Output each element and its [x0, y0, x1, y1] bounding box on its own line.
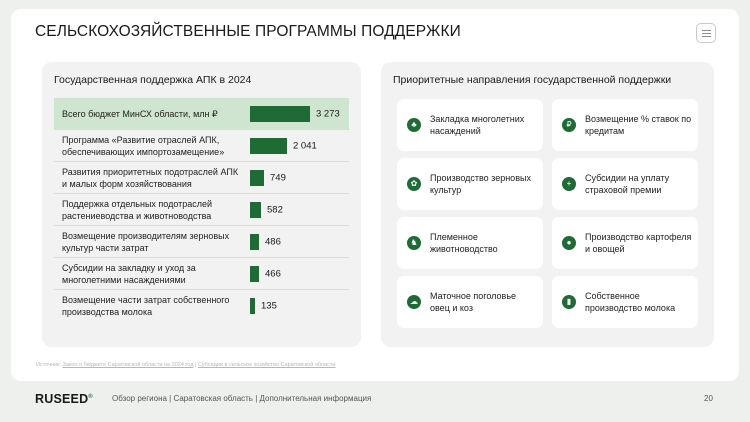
menu-line	[701, 35, 711, 37]
page-number: 20	[704, 394, 713, 403]
logo-mark: ®	[88, 393, 93, 400]
support-row-label: Всего бюджет МинСХ области, млн ₽	[62, 109, 218, 119]
priority-panel-title: Приоритетные направления государственной…	[393, 74, 672, 86]
priority-card[interactable]: + Субсидии на уплату страховой премии	[552, 158, 698, 210]
priority-card-text: Производство зерновых культур	[430, 173, 531, 195]
support-bar	[250, 298, 255, 314]
source-separator: |	[194, 362, 197, 368]
priority-cards: ♣ Закладка многолетних насаждений ₽ Возмеще…	[397, 99, 698, 328]
menu-line	[701, 29, 711, 31]
shield-icon: +	[562, 177, 576, 191]
source-note: Источник: Закон о бюджете Саратовской об…	[36, 362, 335, 368]
priority-card-text: Маточное поголовье овец и коз	[430, 291, 517, 313]
support-row: Программа «Развитие отраслей АПК, обеспе…	[54, 130, 349, 162]
page-title: СЕЛЬСКОХОЗЯЙСТВЕННЫЕ ПРОГРАММЫ ПОДДЕРЖКИ	[35, 23, 461, 40]
ruseed-logo[interactable]: RUSEED®	[35, 392, 93, 406]
support-row: Всего бюджет МинСХ области, млн ₽ 3 273	[54, 98, 349, 130]
support-row: Возмещение производителям зерновых культ…	[54, 226, 349, 258]
support-bar-value: 466	[265, 268, 281, 279]
ruble-icon: ₽	[562, 118, 576, 132]
priority-card[interactable]: ✿ Производство зерновых культур	[397, 158, 543, 210]
footer-breadcrumb: Обзор региона | Саратовская область | До…	[112, 394, 372, 403]
support-row-label: Программа «Развитие отраслей АПК, обеспе…	[62, 134, 225, 157]
support-row-label: Возмещение части затрат собственного про…	[62, 295, 230, 317]
support-bar	[250, 201, 261, 218]
footer: RUSEED® Обзор региона | Саратовская обла…	[0, 381, 750, 422]
support-bar-value: 2 041	[293, 140, 317, 151]
support-row: Поддержка отдельных подотраслей растение…	[54, 194, 349, 226]
support-row: Субсидии на закладку и уход за многолетн…	[54, 258, 349, 290]
milk-icon: ▮	[562, 295, 576, 309]
support-row-label: Развития приоритетных подотраслей АПК и …	[62, 166, 239, 189]
priority-card-text: Субсидии на уплату страховой премии	[585, 173, 670, 195]
support-bar-value: 135	[261, 300, 277, 312]
support-row-label: Возмещение производителям зерновых культ…	[62, 230, 230, 253]
priority-card-text: Возмещение % ставок по кредитам	[585, 114, 692, 136]
priority-card[interactable]: ▮ Собственное производство молока	[552, 276, 698, 328]
support-row-label: Субсидии на закладку и уход за многолетн…	[62, 262, 196, 285]
wheat-icon: ✿	[407, 177, 421, 191]
support-row: Возмещение части затрат собственного про…	[54, 290, 349, 322]
tree-icon: ♣	[407, 118, 421, 132]
priority-card-text: Закладка многолетних насаждений	[430, 114, 525, 136]
priority-card[interactable]: ☁ Маточное поголовье овец и коз	[397, 276, 543, 328]
support-bar-value: 486	[265, 236, 281, 247]
support-bar	[250, 265, 259, 282]
priority-card[interactable]: ♣ Закладка многолетних насаждений	[397, 99, 543, 151]
source-link-budget-law[interactable]: Закон о бюджете Саратовской области на 2…	[62, 362, 194, 368]
support-row: Развития приоритетных подотраслей АПК и …	[54, 162, 349, 194]
priority-card-text: Племенное животноводство	[430, 232, 498, 254]
menu-line	[701, 32, 711, 34]
support-bar-value: 749	[270, 172, 286, 183]
priority-card-text: Производство картофеля и овощей	[585, 232, 692, 254]
support-bar	[250, 233, 259, 250]
support-panel: Государственная поддержка АПК в 2024 Все…	[42, 62, 361, 347]
priority-card[interactable]: ₽ Возмещение % ставок по кредитам	[552, 99, 698, 151]
cow-icon: ♞	[407, 236, 421, 250]
priority-card[interactable]: ♞ Племенное животноводство	[397, 217, 543, 269]
support-bar	[250, 137, 287, 154]
support-bar-value: 3 273	[316, 108, 340, 120]
source-prefix: Источник:	[36, 362, 62, 368]
support-bar-value: 582	[267, 204, 283, 215]
logo-text: RUSEED	[35, 392, 89, 406]
priority-card[interactable]: ● Производство картофеля и овощей	[552, 217, 698, 269]
priority-panel: Приоритетные направления государственной…	[381, 62, 714, 347]
support-bar-chart: Всего бюджет МинСХ области, млн ₽ 3 273 Пр…	[54, 98, 349, 322]
support-panel-title: Государственная поддержка АПК в 2024	[54, 74, 252, 86]
support-bar	[250, 106, 310, 122]
support-row-label: Поддержка отдельных подотраслей растение…	[62, 198, 213, 221]
sheep-icon: ☁	[407, 295, 421, 309]
priority-card-text: Собственное производство молока	[585, 291, 676, 313]
support-bar	[250, 169, 264, 186]
source-link-subsidies[interactable]: Субсидии в сельское хозяйство Саратовско…	[197, 362, 336, 368]
vegetable-icon: ●	[562, 236, 576, 250]
menu-button[interactable]	[696, 23, 716, 43]
